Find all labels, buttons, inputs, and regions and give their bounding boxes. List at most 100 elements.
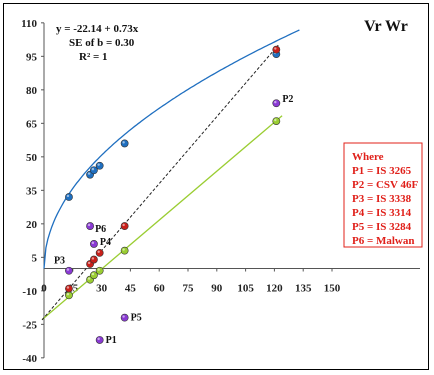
diagonal-point [272,45,281,54]
parent-point-p1-mark [95,336,104,344]
unit-slope-line [41,44,279,321]
legend-entry-p4: P4 = IS 3314 [352,207,412,219]
x-tick-label: 135 [295,283,312,295]
x-tick-label: 120 [266,283,283,295]
regression-point-highlight [87,277,91,280]
parent-label-p3: P3 [54,256,65,267]
x-tick-label: 45 [125,283,137,295]
parent-point-p6-highlight [87,223,91,227]
regression-point-highlight [66,293,70,296]
diagonal-point-mark [65,284,73,293]
parabola-point-highlight [87,172,91,175]
parent-point-p6 [86,222,94,230]
parent-point-p4-highlight [91,241,95,245]
regression-point-mark [120,246,129,255]
diagonal-point [95,248,104,257]
regression-point-highlight [91,272,95,276]
x-tick-label: 60 [154,283,166,295]
regression-point-highlight [97,268,100,271]
regression-point [120,246,129,255]
parent-point-p4-mark [90,240,98,248]
diagonal-point [90,255,98,264]
y-tick-label: 80 [26,85,38,97]
legend-entry-p5: P5 = IS 3284 [352,221,412,233]
parent-labels: P1 P2 P3 P4 P5 P6 [54,94,293,346]
parabola-point-highlight [122,141,125,144]
parent-label-p2: P2 [282,94,293,105]
x-tick-label: 0 [41,283,47,295]
parent-point-p1-highlight [97,337,100,341]
parent-point-p2-mark [272,99,281,108]
y-tick-label: -25 [22,319,37,331]
diagonal-point-highlight [87,261,91,265]
x-tick-label: 30 [96,283,108,295]
legend-entry-p3: P3 = IS 3338 [352,193,412,205]
diagonal-point-highlight [122,223,125,227]
x-tick-label: 90 [211,283,223,295]
regression-point-highlight [122,248,125,251]
diagonal-point-highlight [66,286,70,289]
diagonal-point-mark [95,248,104,257]
diagonal-point-mark [120,222,129,230]
diagonal-point-highlight [97,250,100,253]
data-points [65,45,281,344]
x-tick-label: 15 [67,283,79,295]
legend-entry-p1: P1 = IS 3265 [352,165,412,177]
diagonal-point-highlight [91,257,95,260]
y-tick-label: 5 [32,252,38,264]
parent-legend: Where P1 = IS 3265 P2 = CSV 46F P3 = IS … [343,142,423,248]
regression-point [65,291,73,300]
chart-title: Vr Wr [364,18,408,35]
parabola-point-mark [95,161,104,170]
regression-r2: R² = 1 [79,51,108,63]
legend-box [343,142,423,248]
parabola-point [65,193,73,201]
x-tick-label: 150 [324,283,341,295]
regression-point [95,266,104,275]
y-tick-label: 65 [26,118,38,130]
axes: 110 95 80 65 50 35 20 5 -10 -25 -40 0 15 30 45 60 75 90 10… [21,18,420,365]
parabola-point-highlight [97,163,100,166]
regression-equation: y = -22.14 + 0.73x [56,23,139,35]
parent-point-p3-highlight [66,268,70,271]
parabola-point [95,161,104,170]
parent-point-p2 [272,99,281,108]
x-tick-label: 105 [237,283,254,295]
regression-point-mark [65,291,73,300]
y-tick-label: 20 [26,219,38,231]
parent-point-p1 [95,336,104,344]
parabola-point-mark [65,193,73,201]
legend-entry-p6: P6 = Malwan [352,235,415,247]
x-tick-label: 75 [183,283,195,295]
parabola-point-highlight [66,194,70,198]
regression-point [272,117,281,125]
limiting-parabola [43,29,300,269]
parabola-point [90,166,98,175]
diagonal-point-highlight [274,47,277,50]
y-tick-label: 95 [26,51,38,63]
parent-point-p5 [120,313,129,322]
parent-point-p2-highlight [274,100,277,104]
legend-heading: Where [352,151,384,163]
diagonal-point-mark [272,45,281,54]
regression-line [41,115,283,321]
parent-label-p5: P5 [131,313,142,324]
regression-se: SE of b = 0.30 [69,37,135,49]
regression-point [90,271,98,280]
parabola-point-mark [120,139,129,148]
parent-point-p3-mark [65,266,73,275]
y-tick-label: 50 [26,152,38,164]
parent-label-p6: P6 [95,224,106,235]
regression-point-mark [95,266,104,275]
regression-point-highlight [274,118,277,122]
regression-point-mark [272,117,281,125]
legend-entry-p2: P2 = CSV 46F [352,179,419,191]
y-tick-label: 35 [26,185,38,197]
diagonal-point-mark [90,255,98,264]
parent-point-p5-highlight [122,315,125,318]
parabola-point [120,139,129,148]
parent-point-p6-mark [86,222,94,230]
series-lines [41,29,300,321]
y-tick-label: -40 [22,353,37,365]
